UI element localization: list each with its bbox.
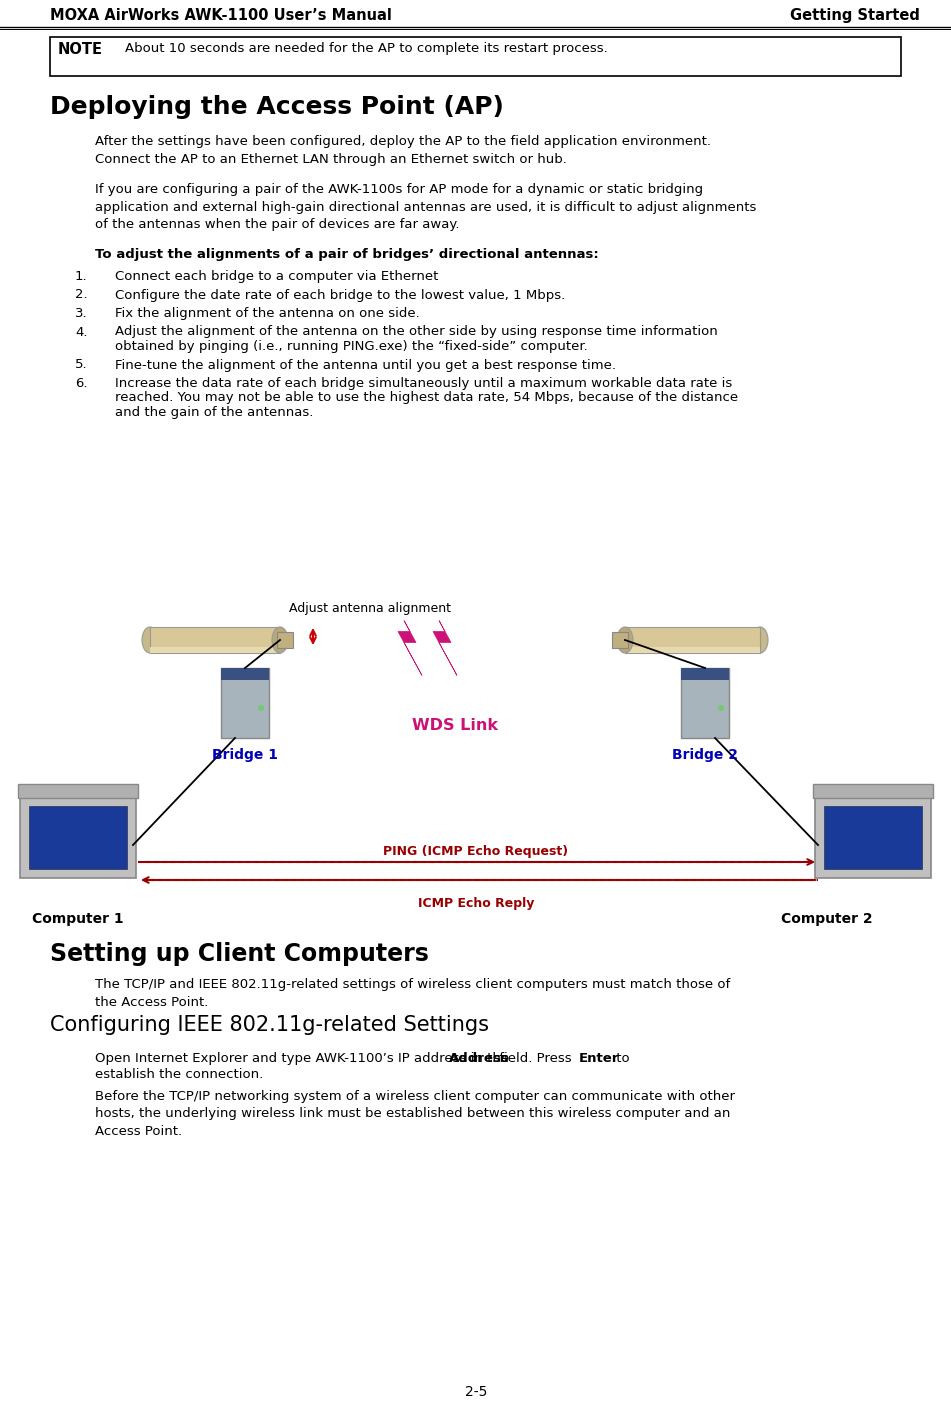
- FancyBboxPatch shape: [221, 668, 269, 738]
- FancyBboxPatch shape: [625, 647, 760, 652]
- FancyBboxPatch shape: [221, 668, 269, 681]
- Text: WDS Link: WDS Link: [412, 718, 498, 733]
- Text: Computer 2: Computer 2: [782, 912, 873, 927]
- Text: to: to: [612, 1052, 630, 1064]
- FancyBboxPatch shape: [150, 627, 280, 652]
- Text: 2.: 2.: [75, 288, 87, 301]
- Text: PING (ICMP Echo Request): PING (ICMP Echo Request): [383, 845, 569, 858]
- FancyBboxPatch shape: [29, 806, 127, 869]
- Text: 4.: 4.: [75, 326, 87, 339]
- Text: Getting Started: Getting Started: [790, 8, 920, 22]
- Text: 3.: 3.: [75, 307, 87, 321]
- Text: After the settings have been configured, deploy the AP to the field application : After the settings have been configured,…: [95, 135, 711, 166]
- FancyBboxPatch shape: [612, 633, 628, 648]
- Ellipse shape: [752, 627, 768, 652]
- Text: obtained by pinging (i.e., running PING.exe) the “fixed-side” computer.: obtained by pinging (i.e., running PING.…: [115, 340, 588, 353]
- Text: Bridge 1: Bridge 1: [212, 748, 278, 762]
- Text: The TCP/IP and IEEE 802.11g-related settings of wireless client computers must m: The TCP/IP and IEEE 802.11g-related sett…: [95, 979, 730, 1008]
- Text: NOTE: NOTE: [58, 42, 103, 58]
- Text: Enter: Enter: [579, 1052, 619, 1064]
- Text: Fine-tune the alignment of the antenna until you get a best response time.: Fine-tune the alignment of the antenna u…: [115, 359, 616, 371]
- Text: ICMP Echo Reply: ICMP Echo Reply: [417, 897, 534, 910]
- Text: Deploying the Access Point (AP): Deploying the Access Point (AP): [50, 96, 504, 120]
- Text: Adjust antenna alignment: Adjust antenna alignment: [289, 602, 451, 614]
- Text: Setting up Client Computers: Setting up Client Computers: [50, 942, 429, 966]
- Text: Before the TCP/IP networking system of a wireless client computer can communicat: Before the TCP/IP networking system of a…: [95, 1090, 735, 1137]
- Text: Adjust the alignment of the antenna on the other side by using response time inf: Adjust the alignment of the antenna on t…: [115, 326, 718, 339]
- Circle shape: [718, 704, 724, 711]
- Polygon shape: [398, 620, 422, 675]
- Circle shape: [258, 704, 264, 711]
- FancyBboxPatch shape: [150, 647, 280, 652]
- Text: Open Internet Explorer and type AWK-1100’s IP address in the: Open Internet Explorer and type AWK-1100…: [95, 1052, 514, 1064]
- Text: MOXA AirWorks AWK-1100 User’s Manual: MOXA AirWorks AWK-1100 User’s Manual: [50, 8, 392, 22]
- FancyBboxPatch shape: [20, 797, 136, 877]
- FancyBboxPatch shape: [813, 785, 933, 799]
- FancyBboxPatch shape: [625, 627, 760, 652]
- FancyBboxPatch shape: [681, 668, 729, 738]
- FancyBboxPatch shape: [815, 797, 931, 877]
- Text: 6.: 6.: [75, 377, 87, 389]
- Text: 5.: 5.: [75, 359, 87, 371]
- Text: Configure the date rate of each bridge to the lowest value, 1 Mbps.: Configure the date rate of each bridge t…: [115, 288, 565, 301]
- FancyBboxPatch shape: [50, 37, 901, 76]
- FancyBboxPatch shape: [824, 806, 922, 869]
- Text: Computer 1: Computer 1: [32, 912, 124, 927]
- Text: Configuring IEEE 802.11g-related Settings: Configuring IEEE 802.11g-related Setting…: [50, 1015, 489, 1035]
- Text: 2-5: 2-5: [465, 1385, 487, 1399]
- Text: If you are configuring a pair of the AWK-1100s for AP mode for a dynamic or stat: If you are configuring a pair of the AWK…: [95, 183, 756, 231]
- FancyBboxPatch shape: [18, 785, 138, 799]
- Text: Bridge 2: Bridge 2: [672, 748, 738, 762]
- Text: field. Press: field. Press: [495, 1052, 576, 1064]
- Text: To adjust the alignments of a pair of bridges’ directional antennas:: To adjust the alignments of a pair of br…: [95, 247, 599, 262]
- Text: About 10 seconds are needed for the AP to complete its restart process.: About 10 seconds are needed for the AP t…: [125, 42, 608, 55]
- Ellipse shape: [617, 627, 633, 652]
- Text: 1.: 1.: [75, 270, 87, 283]
- Polygon shape: [433, 620, 457, 675]
- Text: and the gain of the antennas.: and the gain of the antennas.: [115, 406, 314, 419]
- FancyBboxPatch shape: [277, 633, 293, 648]
- Text: Increase the data rate of each bridge simultaneously until a maximum workable da: Increase the data rate of each bridge si…: [115, 377, 732, 389]
- Text: establish the connection.: establish the connection.: [95, 1069, 263, 1081]
- Ellipse shape: [142, 627, 158, 652]
- Text: Fix the alignment of the antenna on one side.: Fix the alignment of the antenna on one …: [115, 307, 419, 321]
- Text: Connect each bridge to a computer via Ethernet: Connect each bridge to a computer via Et…: [115, 270, 438, 283]
- FancyBboxPatch shape: [681, 668, 729, 681]
- Ellipse shape: [272, 627, 288, 652]
- Text: reached. You may not be able to use the highest data rate, 54 Mbps, because of t: reached. You may not be able to use the …: [115, 391, 738, 405]
- Text: Address: Address: [449, 1052, 510, 1064]
